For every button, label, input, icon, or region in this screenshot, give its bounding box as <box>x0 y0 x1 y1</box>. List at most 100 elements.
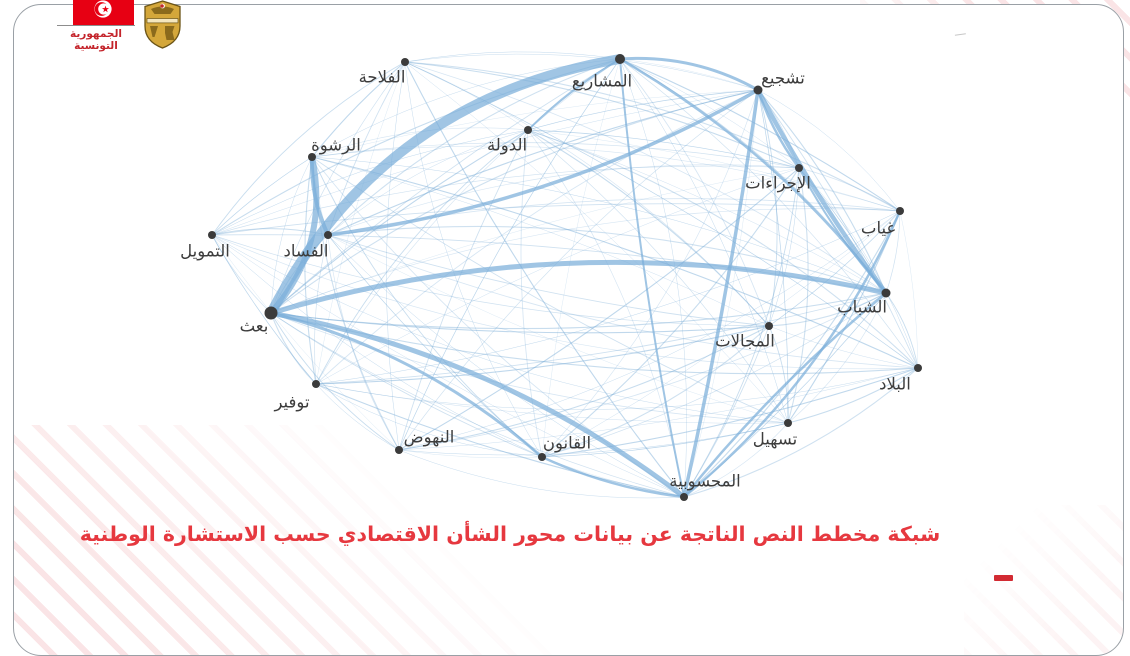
graph-edge <box>315 383 400 451</box>
graph-node-label: القانون <box>543 434 591 454</box>
graph-edge <box>270 312 317 385</box>
graph-edge <box>270 312 685 498</box>
graph-edge <box>211 234 400 451</box>
graph-edge <box>619 58 687 498</box>
graph-edge <box>757 89 919 369</box>
graph-node-label: النهوض <box>404 428 455 448</box>
graph-edge <box>541 167 800 458</box>
graph-edge-weighted <box>682 291 888 499</box>
graph-edge-weighted <box>268 259 889 316</box>
graph-edge <box>311 61 406 158</box>
tunisia-flag-icon <box>73 0 134 30</box>
graph-node-label: المجالات <box>715 332 775 351</box>
graph-edge-weighted <box>268 310 687 500</box>
graph-edge <box>398 325 770 451</box>
graph-edge <box>386 61 406 451</box>
graph-node-label: المشاريع <box>572 72 632 92</box>
graph-edge <box>527 129 901 212</box>
graph-edge <box>404 61 887 294</box>
graph-edge <box>541 89 759 458</box>
graph-node <box>680 493 688 501</box>
graph-edge <box>404 61 901 212</box>
graph-node-label: المحسوبية <box>669 472 740 492</box>
graph-edge <box>315 325 770 385</box>
graph-edge <box>270 292 887 330</box>
graph-edge <box>768 292 887 327</box>
figure-caption: شبكة مخطط النص الناتجة عن بيانات محور ال… <box>79 522 941 546</box>
graph-edge <box>304 156 317 385</box>
graph-edge <box>211 234 543 458</box>
graph-edge-weighted <box>798 167 887 294</box>
graph-edge-weighted <box>527 58 621 131</box>
graph-edge-weighted <box>682 209 902 499</box>
graph-edge <box>404 61 529 131</box>
graph-edge <box>527 129 887 294</box>
graph-edge <box>315 61 406 385</box>
graph-edge <box>327 89 759 236</box>
graph-node-label: الإجراءات <box>745 174 811 194</box>
graph-edge <box>270 312 919 375</box>
graph-edge <box>885 292 919 369</box>
graph-edge <box>270 61 406 314</box>
graph-edge <box>398 210 901 451</box>
graph-edge <box>619 58 800 169</box>
graph-edge <box>899 210 919 369</box>
graph-edge <box>398 449 543 459</box>
graph-edge <box>311 156 789 424</box>
graph-edge <box>311 156 887 294</box>
graph-edge <box>768 325 789 424</box>
graph-edge <box>619 58 759 91</box>
graph-edge <box>211 61 406 236</box>
graph-edge <box>315 367 919 410</box>
graph-node <box>765 322 773 330</box>
graph-edge-weighted <box>269 311 544 459</box>
graph-node-label: الرشوة <box>311 136 361 156</box>
graph-edge <box>311 142 800 169</box>
graph-edge <box>527 129 800 169</box>
graph-edge <box>270 58 621 314</box>
graph-edge <box>398 367 919 451</box>
graph-edge <box>327 234 789 424</box>
graph-edge <box>757 89 789 424</box>
graph-node-label: الفلاحة <box>359 68 406 87</box>
graph-edge <box>270 312 789 424</box>
graph-edge <box>311 156 543 458</box>
graph-edge <box>327 234 919 369</box>
graph-edge <box>315 129 529 385</box>
graph-node <box>615 54 625 64</box>
graph-edge <box>541 367 919 458</box>
graph-edge <box>211 165 800 236</box>
graph-edge <box>798 167 919 369</box>
graph-edge <box>270 208 901 314</box>
graph-node-label: الدولة <box>487 136 527 156</box>
graph-edge <box>619 58 919 369</box>
graph-node <box>208 231 216 239</box>
graph-node <box>881 288 891 298</box>
graph-edge <box>398 58 621 451</box>
graph-edge <box>520 129 543 458</box>
graph-edge <box>315 383 543 458</box>
graph-node-label: غياب <box>861 219 896 238</box>
graph-node-label: بعث <box>240 317 269 336</box>
graph-edge <box>211 89 759 236</box>
graph-node-label: تسهيل <box>753 430 798 450</box>
graph-edge <box>619 58 789 424</box>
graph-node <box>784 419 792 427</box>
graph-edge <box>787 367 919 424</box>
graph-edge <box>404 61 800 169</box>
tunisia-coat-of-arms-icon <box>143 0 182 53</box>
graph-edge <box>211 156 313 236</box>
graph-edge-weighted <box>326 88 760 237</box>
graph-edge <box>270 312 543 458</box>
text-network-graph: الفلاحة المشاريع تشجيع الدولة الرشوة الإجراءا… <box>180 51 922 501</box>
graph-edge <box>211 234 919 370</box>
graph-edge <box>211 234 685 498</box>
graph-edge <box>683 167 800 498</box>
graph-edge <box>527 129 770 327</box>
graph-node <box>538 453 546 461</box>
graph-edge <box>327 225 887 294</box>
graph-edge <box>798 167 901 212</box>
graph-node <box>264 306 278 320</box>
graph-edge <box>270 156 313 314</box>
graph-edge-weighted <box>268 154 320 316</box>
